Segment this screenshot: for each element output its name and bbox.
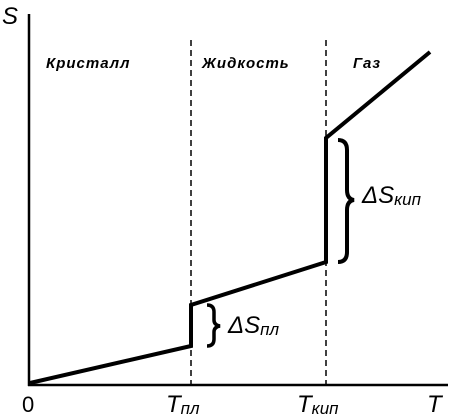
annotation-sub: пл	[260, 320, 279, 339]
tick-sub: кип	[312, 399, 339, 416]
annotation-main: ΔS	[227, 312, 260, 339]
brace	[337, 138, 355, 264]
annotation: ΔSкип	[361, 182, 422, 209]
x-tick-label: Tпл	[166, 391, 200, 416]
annotation: ΔSпл	[227, 312, 279, 339]
brace	[206, 303, 221, 348]
region-label: Газ	[353, 55, 381, 72]
region-label: Кристалл	[46, 55, 130, 72]
tick-main: T	[166, 391, 183, 416]
x-axis-label: T	[427, 391, 444, 416]
origin-label: 0	[22, 392, 34, 416]
region-label: Жидкость	[201, 55, 290, 72]
annotation-main: ΔS	[361, 182, 394, 209]
tick-main: T	[297, 391, 314, 416]
x-tick-label: Tкип	[297, 391, 339, 416]
entropy-curve	[29, 50, 432, 385]
annotation-sub: кип	[394, 190, 421, 209]
tick-sub: пл	[181, 399, 200, 416]
y-axis-label: S	[2, 3, 18, 30]
